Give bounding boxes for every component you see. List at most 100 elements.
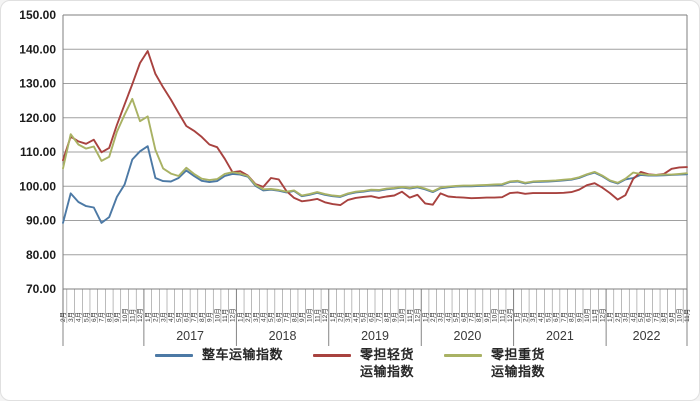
x-axis-year-label: 2017 (176, 329, 204, 343)
x-axis-month-label: 9月 (390, 312, 398, 322)
x-axis-month-label: 10月 (491, 308, 499, 322)
x-axis-year-label: 2020 (454, 329, 482, 343)
x-axis-month-label: 8月 (198, 312, 206, 322)
x-axis-year-label: 2019 (361, 329, 389, 343)
x-axis-month-label: 1月 (144, 312, 152, 322)
x-axis-month-label: 5月 (637, 312, 645, 322)
x-axis-month-label: 5月 (545, 312, 553, 322)
x-axis-month-label: 9月 (206, 312, 214, 322)
x-axis-month-label: 4月 (259, 312, 267, 322)
legend-swatch-ltl-heavy-line (444, 354, 482, 357)
x-axis-month-label: 1月 (236, 312, 244, 322)
x-axis-month-label: 5月 (360, 312, 368, 322)
y-axis-tick-label: 100.00 (19, 179, 56, 193)
x-axis-month-label: 11月 (221, 309, 229, 322)
chart-legend: 整车运输指数 零担轻货 运输指数 零担重货 运输指数 (1, 347, 699, 381)
x-axis-month-label: 4月 (537, 312, 545, 322)
x-axis-month-label: 11月 (129, 309, 137, 322)
x-axis-month-label: 10月 (398, 308, 406, 322)
x-axis-month-label: 5月 (452, 312, 460, 322)
y-axis-tick-label: 90.00 (26, 214, 56, 228)
ltl-light-index-line (62, 50, 688, 207)
x-axis-month-label: 6月 (182, 312, 190, 322)
x-axis-month-label: 3月 (252, 312, 260, 322)
x-axis-month-label: 11月 (313, 309, 321, 322)
x-axis-month-label: 2月 (614, 312, 622, 322)
y-axis-tick-label: 120.00 (19, 111, 56, 125)
y-axis-tick-label: 70.00 (26, 282, 56, 296)
x-axis-month-label: 2月 (521, 312, 529, 322)
x-axis-month-label: 9月 (298, 312, 306, 322)
x-axis-month-label: 10月 (583, 308, 591, 322)
x-axis-month-label: 4月 (629, 312, 637, 322)
legend-label-ltl-heavy: 零担重货 (491, 347, 546, 362)
x-axis-month-label: 1月 (421, 312, 429, 322)
y-axis-tick-label: 110.00 (20, 145, 56, 159)
y-axis-tick-label: 150.00 (19, 8, 56, 22)
x-axis-month-label: 12月 (414, 308, 422, 322)
x-axis-year-label: 2022 (633, 329, 661, 343)
x-axis-month-label: 11月 (591, 309, 599, 322)
y-axis-tick-label: 80.00 (26, 248, 56, 262)
y-axis-tick-label: 140.00 (19, 42, 56, 56)
x-axis-month-label: 2月 (152, 312, 160, 322)
x-axis-month-label: 11月 (406, 309, 414, 322)
x-axis-month-label: 9月 (483, 312, 491, 322)
x-axis-month-label: 12月 (229, 308, 237, 322)
x-axis-month-label: 10月 (213, 308, 221, 322)
x-axis-month-label: 2月 (337, 312, 345, 322)
legend-swatch-ltl-light-line (312, 354, 351, 357)
legend-label-ltl-light-line2: 运输指数 (359, 363, 414, 379)
legend-swatch-truckload-line (154, 354, 193, 357)
legend-item-ltl-light-index: 零担轻货 运输指数 (312, 347, 414, 381)
x-axis-month-label: 3月 (529, 312, 537, 322)
freight-index-line-chart: 150.00 140.00 130.00 120.00 110.00 100.00 90.0… (19, 8, 691, 346)
truckload-index-line (62, 145, 688, 224)
x-axis-month-label: 3月 (437, 312, 445, 322)
x-axis-month-label: 5月 (267, 312, 275, 322)
x-axis-month-label: 4月 (167, 312, 175, 322)
x-axis-month-label: 6月 (552, 312, 560, 322)
x-axis-month-label: 1月 (606, 312, 614, 322)
x-axis-month-label: 10月 (675, 308, 683, 322)
x-axis-month-label: 4月 (75, 312, 83, 322)
x-axis-month-label: 12月 (506, 308, 514, 322)
x-axis-month-label: 1月 (329, 312, 337, 322)
x-axis-month-label: 7月 (283, 312, 291, 322)
x-axis-month-label: 7月 (375, 312, 383, 322)
x-axis-month-label: 3月 (622, 312, 630, 322)
x-axis-month-label: 8月 (105, 312, 113, 322)
legend-label-truckload: 整车运输指数 (201, 347, 283, 362)
x-axis-month-label: 9月 (575, 312, 583, 322)
x-axis-month-label: 8月 (568, 312, 576, 322)
x-axis-month-label: 7月 (467, 312, 475, 322)
x-axis-month-label: 2月 (244, 312, 252, 322)
x-axis-month-label: 7月 (98, 312, 106, 322)
x-axis-month-label: 3月 (67, 312, 75, 322)
x-axis-year-label: 2018 (269, 329, 297, 343)
legend-label-ltl-light: 零担轻货 (359, 347, 414, 362)
legend-label-ltl-heavy-line2: 运输指数 (491, 363, 546, 379)
x-axis-month-label: 6月 (90, 312, 98, 322)
legend-item-truckload-index: 整车运输指数 (154, 347, 283, 364)
x-axis-month-label: 12月 (321, 308, 329, 322)
x-axis-month-label: 12月 (136, 308, 144, 322)
x-axis-month-label: 8月 (660, 312, 668, 322)
x-axis-month-label: 6月 (645, 312, 653, 322)
x-axis-month-label: 10月 (306, 308, 314, 322)
x-axis-month-label: 3月 (344, 312, 352, 322)
x-axis-month-label: 8月 (290, 312, 298, 322)
x-axis-month-label: 10月 (121, 308, 129, 322)
y-axis-tick-label: 130.00 (19, 77, 56, 91)
x-axis-month-label: 8月 (475, 312, 483, 322)
x-axis-month-label: 1月 (514, 312, 522, 322)
x-axis-month-label: 7月 (560, 312, 568, 322)
x-axis-month-label: 7月 (652, 312, 660, 322)
x-axis-month-label: 4月 (444, 312, 452, 322)
legend-item-ltl-heavy-index: 零担重货 运输指数 (444, 347, 545, 381)
x-axis-month-label: 8月 (383, 312, 391, 322)
x-axis-month-label: 6月 (460, 312, 468, 322)
x-axis-month-label: 11月 (498, 309, 506, 322)
x-axis-month-label: 4月 (352, 312, 360, 322)
x-axis-month-label: 5月 (175, 312, 183, 322)
